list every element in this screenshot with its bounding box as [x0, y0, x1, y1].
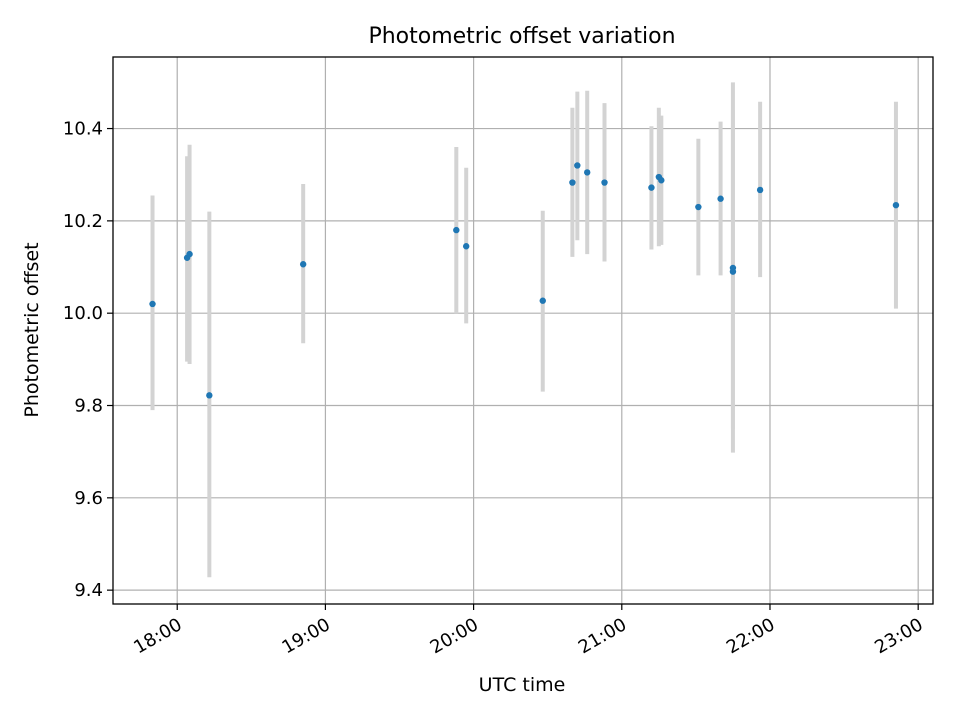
y-tick-label: 9.6 — [74, 488, 103, 509]
data-point — [729, 264, 737, 272]
x-tick-label: 22:00 — [723, 614, 778, 658]
plot-frame — [112, 56, 934, 605]
data-point — [648, 184, 655, 191]
y-tick-label: 10.4 — [63, 119, 103, 140]
y-tick-label: 9.8 — [74, 396, 103, 417]
y-axis-ticks: 9.4 9.6 9.8 10.0 10.2 10.4 — [63, 119, 113, 601]
data-points — [149, 162, 900, 399]
y-axis-label: Photometric offset — [21, 242, 43, 417]
data-point — [186, 250, 193, 258]
data-point — [539, 297, 546, 304]
chart-title: Photometric offset variation — [368, 24, 675, 49]
y-tick-label: 10.2 — [63, 211, 103, 232]
data-point — [569, 179, 576, 186]
data-point — [206, 392, 213, 399]
x-tick-label: 20:00 — [427, 614, 482, 658]
grid — [113, 57, 933, 604]
data-point — [695, 203, 702, 211]
data-point — [756, 186, 764, 194]
data-point — [584, 169, 591, 176]
data-point — [462, 243, 470, 250]
data-point — [892, 201, 900, 209]
x-tick-label: 21:00 — [575, 614, 630, 658]
data-point — [717, 195, 724, 202]
data-point — [658, 177, 665, 184]
x-axis-label: UTC time — [479, 674, 566, 696]
error-bars — [150, 82, 898, 578]
data-point — [149, 300, 156, 308]
x-tick-label: 19:00 — [278, 614, 333, 658]
data-point — [601, 179, 608, 186]
data-point — [574, 162, 581, 169]
data-point — [453, 226, 460, 234]
y-tick-label: 10.0 — [63, 303, 103, 324]
x-tick-label: 18:00 — [130, 614, 185, 658]
x-axis-ticks: 18:00 19:00 20:00 21:00 22:00 23:00 — [130, 604, 927, 658]
y-tick-label: 9.4 — [74, 580, 103, 601]
data-point — [299, 261, 307, 268]
x-tick-label: 23:00 — [871, 614, 926, 658]
